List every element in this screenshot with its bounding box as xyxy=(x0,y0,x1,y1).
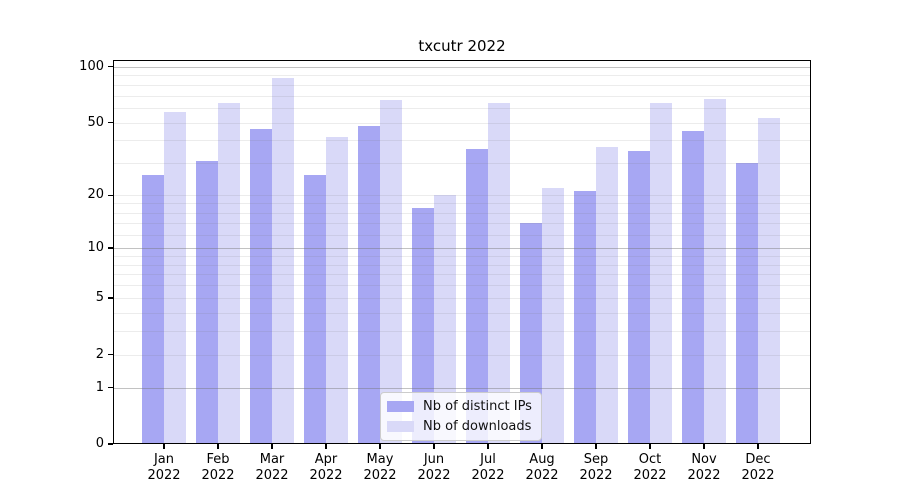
y-tick-mark xyxy=(108,194,113,196)
y-tick-label: 0 xyxy=(95,436,104,452)
x-tick-mark xyxy=(325,444,327,449)
month-name: Oct xyxy=(638,452,662,467)
x-tick-mark xyxy=(379,444,381,449)
month-name: Jul xyxy=(480,452,496,467)
y-tick-label: 50 xyxy=(87,114,104,130)
x-tick-mark xyxy=(271,444,273,449)
y-tick-label: 1 xyxy=(95,379,104,395)
year-label: 2022 xyxy=(687,467,721,483)
month-name: Mar xyxy=(259,452,285,467)
y-tick-mark xyxy=(108,121,113,124)
bar-distinct-ips-feb xyxy=(196,160,218,444)
y-tick-label: 2 xyxy=(95,346,104,362)
bar-distinct-ips-jul xyxy=(466,148,488,444)
y-tick-label: 5 xyxy=(95,290,104,306)
bar-downloads-aug xyxy=(542,187,564,444)
x-tick-label-oct: Oct 2022 xyxy=(620,452,680,484)
year-label: 2022 xyxy=(633,467,667,483)
month-name: Feb xyxy=(206,452,230,467)
bars-layer xyxy=(113,60,811,444)
x-tick-mark xyxy=(433,444,435,449)
month-name: Aug xyxy=(529,452,555,467)
x-tick-label-feb: Feb 2022 xyxy=(188,452,248,484)
bar-downloads-jan xyxy=(164,112,186,444)
year-label: 2022 xyxy=(525,467,559,483)
year-label: 2022 xyxy=(255,467,289,483)
year-label: 2022 xyxy=(741,467,775,483)
bar-distinct-ips-may xyxy=(358,125,380,444)
bar-distinct-ips-sep xyxy=(574,191,596,444)
month-name: Apr xyxy=(314,452,338,467)
bar-distinct-ips-aug xyxy=(520,222,542,444)
y-tick-mark xyxy=(108,297,113,299)
x-tick-label-may: May 2022 xyxy=(350,452,410,484)
x-tick-mark xyxy=(541,444,543,449)
year-label: 2022 xyxy=(309,467,343,483)
legend-swatch-distinct-ips xyxy=(387,401,414,412)
bar-downloads-nov xyxy=(704,99,726,444)
bar-downloads-feb xyxy=(218,102,240,444)
x-tick-label-jun: Jun 2022 xyxy=(404,452,464,484)
bar-distinct-ips-oct xyxy=(628,151,650,444)
bar-downloads-oct xyxy=(650,102,672,444)
y-tick-mark xyxy=(108,65,113,68)
x-tick-label-sep: Sep 2022 xyxy=(566,452,626,484)
bar-distinct-ips-jan xyxy=(142,174,164,444)
y-tick-mark xyxy=(108,443,113,445)
bar-distinct-ips-dec xyxy=(736,163,758,444)
legend-label-distinct-ips: Nb of distinct IPs xyxy=(423,399,532,414)
y-tick-mark xyxy=(108,247,113,249)
x-tick-label-mar: Mar 2022 xyxy=(242,452,302,484)
y-tick-mark xyxy=(108,353,113,356)
year-label: 2022 xyxy=(579,467,613,483)
month-name: Sep xyxy=(583,452,609,467)
year-label: 2022 xyxy=(471,467,505,483)
x-tick-label-aug: Aug 2022 xyxy=(512,452,572,484)
x-tick-label-jan: Jan 2022 xyxy=(134,452,194,484)
year-label: 2022 xyxy=(201,467,235,483)
y-tick-label: 100 xyxy=(79,58,104,74)
month-name: Jun xyxy=(423,452,445,467)
x-tick-mark xyxy=(757,444,759,449)
bar-distinct-ips-nov xyxy=(682,131,704,444)
month-name: Dec xyxy=(745,452,771,467)
x-tick-mark xyxy=(595,444,597,449)
x-tick-label-jul: Jul 2022 xyxy=(458,452,518,484)
month-name: Nov xyxy=(691,452,717,467)
bar-downloads-dec xyxy=(758,117,780,444)
bar-downloads-may xyxy=(380,100,402,444)
bar-distinct-ips-apr xyxy=(304,174,326,444)
legend-label-downloads: Nb of downloads xyxy=(423,419,532,434)
legend-entry-downloads: Nb of downloads xyxy=(387,418,532,435)
y-tick-label: 10 xyxy=(87,240,104,256)
chart-title: txcutr 2022 xyxy=(418,37,506,55)
bar-downloads-apr xyxy=(326,136,348,444)
month-name: May xyxy=(366,452,394,467)
x-tick-label-dec: Dec 2022 xyxy=(728,452,788,484)
legend-entry-distinct-ips: Nb of distinct IPs xyxy=(387,398,532,415)
year-label: 2022 xyxy=(363,467,397,483)
legend-swatch-downloads xyxy=(387,421,414,432)
x-tick-label-apr: Apr 2022 xyxy=(296,452,356,484)
x-tick-mark xyxy=(487,444,489,449)
bar-downloads-sep xyxy=(596,146,618,444)
bar-downloads-mar xyxy=(272,77,294,444)
bar-distinct-ips-mar xyxy=(250,129,272,444)
month-name: Jan xyxy=(153,452,175,467)
y-tick-mark xyxy=(108,387,113,389)
x-tick-mark xyxy=(703,444,705,449)
year-label: 2022 xyxy=(147,467,181,483)
plot-area: 100 50 20 10 5 2 1 0 Jan 2022 Feb 2022 Mar 2022 Apr 202… xyxy=(79,59,811,483)
y-tick-label: 20 xyxy=(87,187,104,203)
year-label: 2022 xyxy=(417,467,451,483)
x-tick-mark xyxy=(217,444,219,449)
x-tick-label-nov: Nov 2022 xyxy=(674,452,734,484)
bar-downloads-jun xyxy=(434,195,456,444)
x-tick-mark xyxy=(649,444,651,449)
bar-distinct-ips-jun xyxy=(412,207,434,444)
legend: Nb of distinct IPs Nb of downloads xyxy=(380,392,542,441)
bar-downloads-jul xyxy=(488,102,510,444)
x-tick-mark xyxy=(163,444,165,449)
